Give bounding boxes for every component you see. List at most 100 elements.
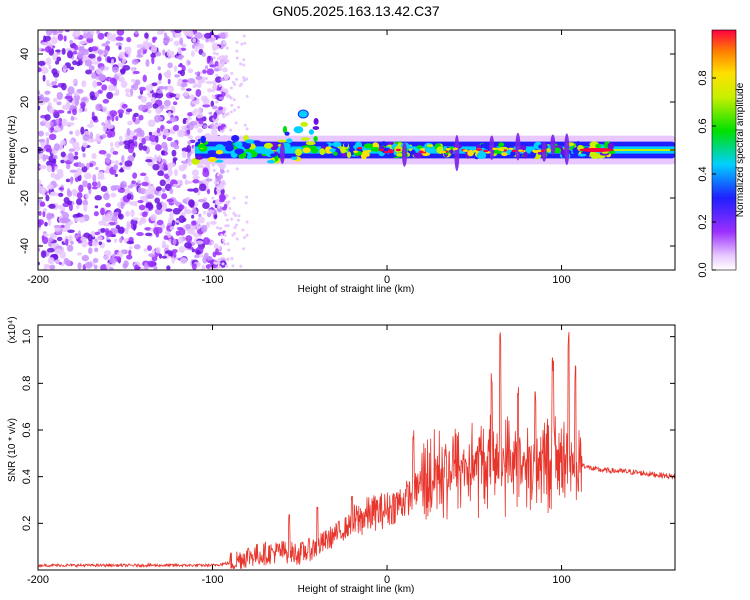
- spectrogram-cell: [153, 265, 158, 270]
- spectrogram-cell: [150, 96, 156, 104]
- spectrogram-cell: [65, 101, 71, 110]
- spectrogram-cell: [242, 34, 246, 38]
- spectrogram-cell: [295, 148, 303, 156]
- spectrogram-cell: [69, 157, 75, 163]
- spectrogram-cell: [106, 153, 112, 159]
- spectrogram-cell: [144, 32, 149, 39]
- spectrogram-cell: [91, 152, 97, 160]
- spectrogram-cell: [44, 221, 48, 227]
- spectrogram-cell: [153, 221, 158, 229]
- spectrogram-cell: [39, 141, 47, 146]
- spectrogram-cell: [225, 144, 234, 152]
- spectrogram-cell: [172, 157, 178, 162]
- spectrogram-cell: [169, 212, 174, 219]
- spectrogram-cell: [202, 104, 211, 108]
- spectrogram-cell: [154, 114, 162, 123]
- spectrogram-cell: [78, 107, 83, 113]
- spectrogram-cell: [150, 141, 158, 145]
- spectrogram-cell: [183, 30, 188, 36]
- spectrogram-cell: [129, 245, 133, 250]
- spectrogram-cell: [174, 30, 182, 34]
- spectrogram-cell: [91, 240, 98, 247]
- spectrogram-cell: [64, 223, 71, 231]
- spectrogram-cell: [74, 217, 80, 223]
- spectrogram-cell: [212, 56, 216, 60]
- spectrogram-cell: [111, 113, 115, 122]
- spectrogram-cell: [69, 169, 78, 173]
- spectrogram-cell: [192, 37, 197, 43]
- spectrogram-cell: [343, 142, 349, 148]
- spectrogram-cell: [229, 86, 233, 90]
- spectrogram-cell: [225, 46, 229, 50]
- spectrogram-cell: [100, 207, 105, 216]
- spectrogram-cell: [187, 68, 193, 74]
- spectrogram-cell: [72, 50, 78, 55]
- spectrogram-cell: [118, 135, 123, 142]
- spectrogram-cell: [109, 110, 118, 117]
- snr-x-tick-label: 0: [384, 574, 390, 586]
- spectrogram-cell: [218, 227, 222, 231]
- spectrogram-cell: [218, 265, 222, 269]
- spectrogram-cell: [117, 109, 125, 115]
- spectrogram-cell: [76, 252, 83, 256]
- spectrogram-cell: [138, 114, 144, 121]
- spectrogram-cell: [181, 150, 187, 159]
- spectrogram-cell: [204, 32, 212, 39]
- spectrogram-cell: [47, 256, 55, 265]
- spectrogram-cell: [174, 32, 182, 38]
- spectrogram-cell: [97, 89, 103, 94]
- spectrogram-cell: [141, 137, 146, 145]
- spectrogram-cell: [242, 58, 246, 62]
- spectrogram-cell: [103, 223, 111, 227]
- spectrogram-cell: [167, 168, 173, 177]
- spectrogram-cell: [217, 57, 221, 61]
- spectrogram-cell: [65, 259, 72, 267]
- spectrogram-cell: [191, 248, 195, 253]
- spectrogram-cell: [106, 133, 113, 138]
- spectrogram-cell: [195, 88, 202, 97]
- spectrogram-cell: [213, 261, 217, 265]
- spectrogram-cell: [214, 60, 219, 68]
- spectrogram-cell: [221, 55, 225, 59]
- spectrogram-cell: [147, 109, 152, 114]
- spectrogram-cell: [161, 188, 166, 193]
- spectrogram-cell: [92, 174, 97, 183]
- spectrogram-cell: [81, 254, 90, 262]
- spectrogram-cell: [168, 252, 173, 257]
- spectrogram-cell: [195, 240, 204, 245]
- spectrogram-streak: [454, 134, 460, 172]
- spectrogram-cell: [181, 79, 189, 83]
- spectrogram-cell: [59, 217, 68, 224]
- spectrogram-cell: [224, 264, 228, 268]
- spectrogram-cell: [202, 255, 208, 264]
- spectrogram-cell: [83, 232, 91, 239]
- spectrogram-cell: [353, 145, 358, 149]
- spectrogram-cell: [61, 82, 67, 91]
- spectrogram-cell: [140, 216, 147, 224]
- spectrogram-cell: [86, 123, 94, 128]
- spectrogram-cell: [167, 78, 171, 85]
- spectrogram-cell: [202, 124, 208, 129]
- spectrogram-cell: [207, 150, 218, 155]
- spectrogram-cell: [226, 242, 230, 246]
- spectrogram-cell: [48, 237, 54, 243]
- spectrogram-cell: [93, 264, 98, 270]
- spectrogram-cell: [245, 139, 254, 144]
- spectrogram-cell: [158, 253, 163, 259]
- spectrogram-cell: [46, 165, 52, 173]
- spectrogram-cell: [266, 160, 276, 164]
- spectrogram-cell: [223, 242, 227, 246]
- spectrogram-cell: [200, 135, 207, 144]
- snr-y-ticks: 0.2 0.4 0.6 0.8 1.0: [21, 329, 675, 531]
- colorbar: 0.0 0.2 0.4 0.6 0.8 Normalized spectral ampl…: [697, 29, 746, 278]
- spectrogram-cell: [183, 91, 189, 97]
- spectrogram-cell: [245, 195, 249, 199]
- spectrogram-cell: [161, 244, 170, 249]
- spectrogram-cell: [215, 150, 224, 155]
- spectrogram-cell: [173, 40, 180, 47]
- spectrogram-cell: [185, 235, 193, 243]
- spectrogram-cell: [138, 204, 146, 211]
- spectrogram-cell: [212, 168, 216, 172]
- spectrogram-cell: [128, 249, 132, 256]
